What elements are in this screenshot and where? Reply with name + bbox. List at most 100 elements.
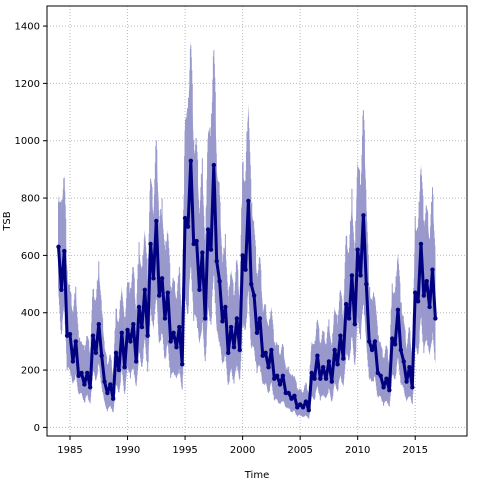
tsb-point [79,370,84,376]
tsb-point [128,339,133,344]
tsb-point [387,387,392,393]
tsb-point [228,324,234,330]
tsb-point [203,316,208,321]
x-tick-label: 2000 [230,445,255,456]
tsb-point [390,336,395,341]
tsb-point [433,316,438,321]
tsb-point [404,379,409,384]
y-tick-label: 400 [21,308,40,319]
tsb-point [427,304,432,310]
tsb-point [309,370,314,376]
tsb-point [361,213,366,218]
tsb-point [303,399,309,404]
x-axis: 1985 1990 1995 2000 2005 2010 2015 [57,436,428,456]
y-tick-label: 1000 [15,136,40,147]
tsb-point [410,385,415,390]
tsb-point [145,333,150,338]
tsb-point [125,327,130,333]
tsb-point [343,301,349,307]
x-tick-label: 1990 [115,445,140,456]
tsb-point [99,353,104,358]
x-tick-label: 1995 [172,445,197,456]
tsb-point [171,330,176,335]
tsb-point [139,324,145,330]
x-tick-label: 1985 [57,445,82,456]
tsb-point [162,316,168,321]
tsb-point [295,405,300,410]
tsb-point [266,365,271,370]
tsb-point [338,333,343,338]
tsb-point [249,281,254,287]
tsb-point [165,290,171,295]
tsb-point [280,373,286,378]
tsb-point [142,287,148,292]
x-tick-label: 2010 [345,445,370,456]
tsb-point [231,344,237,350]
tsb-point [62,248,67,254]
tsb-point [312,376,317,381]
tsb-point [381,385,386,390]
tsb-point [214,258,219,264]
tsb-point [102,379,107,384]
y-tick-label: 0 [34,423,40,434]
x-axis-title: Time [244,470,269,480]
tsb-point [182,215,188,221]
tsb-point [318,376,323,381]
tsb-points [56,158,438,413]
tsb-point [306,408,311,413]
tsb-point [234,316,240,321]
tsb-point [188,158,194,163]
tsb-point [200,250,205,255]
tsb-point [180,362,185,367]
tsb-point [372,339,378,344]
tsb-point [223,304,228,310]
tsb-point [154,218,159,224]
tsb-point [133,359,139,364]
tsb-point [70,359,76,364]
tsb-point [315,353,320,358]
tsb-point [177,324,182,330]
tsb-point [217,279,222,284]
tsb-point [346,316,352,321]
tsb-point [226,350,231,356]
tsb-point [260,353,265,358]
y-axis-title: TSB [2,211,13,231]
tsb-point [392,342,398,347]
y-tick-label: 1200 [15,79,40,90]
tsb-point [159,276,165,281]
x-tick-label: 2005 [287,445,312,456]
tsb-point [277,382,283,387]
tsb-point [263,350,268,356]
tsb-point [174,344,179,350]
tsb-point [421,293,427,298]
tsb-point [191,241,196,247]
tsb-point [90,333,96,338]
tsb-point [292,393,297,399]
tsb-point [286,390,291,396]
tsb-point [251,293,257,298]
tsb-point [131,322,136,327]
tsb-point [119,330,124,335]
tsb-point [156,293,162,298]
tsb-point [430,267,435,272]
y-tick-label: 800 [21,194,40,205]
tsb-point [105,390,110,396]
tsb-point [297,402,303,407]
tsb-point [326,359,332,364]
tsb-point [108,382,113,387]
tsb-point [56,244,61,249]
tsb-point [424,279,429,284]
tsb-point [384,376,389,381]
tsb-point [415,299,421,304]
tsb-point [113,350,119,356]
tsb-point [378,373,383,378]
tsb-point [237,347,242,353]
tsb-point [122,365,127,370]
tsb-point [300,405,306,410]
tsb-point [197,287,202,292]
tsb-point [168,339,173,344]
tsb-point [352,322,358,327]
tsb-point [220,319,225,324]
tsb-point [375,370,381,376]
